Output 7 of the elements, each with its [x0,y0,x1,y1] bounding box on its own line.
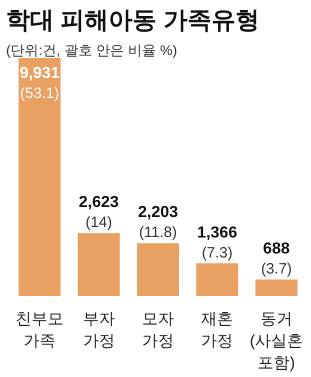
title: 학대 피해아동 가족유형 [6,7,260,34]
annotation: (53.1) [20,85,60,102]
annotation: (11.8) [138,224,178,242]
annotation: (3.7) [260,260,292,278]
subtitle: (단위:건, 괄호 안은 비율 %) [6,42,178,58]
annotation: (14) [85,214,112,232]
annotation: (7.3) [202,244,233,262]
